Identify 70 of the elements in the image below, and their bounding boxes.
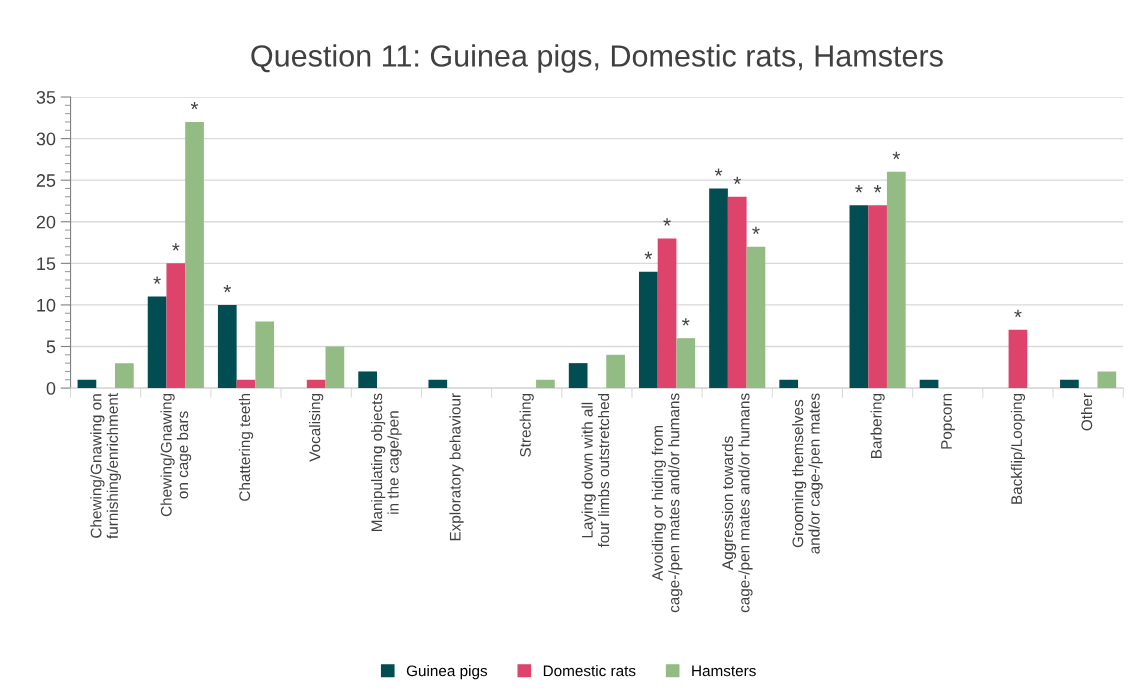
- bar: [217, 304, 237, 389]
- bar: [868, 205, 887, 389]
- x-tick-label: Exploratory behaviour: [449, 393, 464, 541]
- legend-label: Hamsters: [692, 665, 756, 677]
- bar: [1097, 371, 1117, 389]
- y-tick-label: 0: [46, 382, 56, 395]
- bar: [185, 121, 204, 389]
- x-tick-label: Grooming themselves and/or cage-/pen mates: [792, 393, 823, 554]
- bar: [255, 321, 275, 389]
- x-tick-label: Other: [1081, 393, 1093, 431]
- y-tick-label: 25: [36, 174, 56, 187]
- y-tick-label: 5: [46, 340, 56, 354]
- data-label: *: [752, 226, 760, 234]
- x-tick-label: Vocalising: [309, 393, 324, 462]
- bar: [236, 379, 256, 389]
- data-label: *: [644, 251, 653, 259]
- bar: [428, 379, 448, 389]
- bar: [919, 379, 939, 389]
- bar: [1060, 379, 1079, 389]
- data-label: *: [223, 284, 232, 293]
- bar: [779, 379, 799, 389]
- bar: [306, 379, 326, 389]
- data-label: *: [172, 243, 180, 251]
- x-tick-label: Chewing/Gnawing on cage bars: [160, 393, 192, 517]
- bar: [325, 346, 345, 389]
- y-tick-label: 15: [37, 257, 56, 271]
- bar: [358, 371, 377, 389]
- data-label: *: [892, 151, 901, 160]
- x-tick-label: Aggression towards cage-/pen mates and/or humans: [721, 393, 753, 613]
- bar: [676, 338, 696, 389]
- chart-title: Question 11: Guinea pigs, Domestic rats, Hamsters: [251, 44, 943, 73]
- x-tick-label: Streching: [519, 393, 534, 457]
- bar: [709, 188, 728, 389]
- x-tick-label: Popcorn: [941, 393, 955, 449]
- bar: [606, 354, 625, 389]
- x-tick-label: Backflip/Looping: [1010, 393, 1026, 504]
- bar: [1008, 329, 1028, 389]
- y-tick-label: 10: [37, 298, 56, 312]
- bar: [77, 379, 97, 389]
- x-tick-label: Avoiding or hiding from cage-/pen mates and/or humans: [651, 393, 683, 613]
- data-label: *: [682, 318, 690, 326]
- bar: [746, 246, 766, 389]
- legend-label: Guinea pigs: [406, 665, 488, 680]
- data-label: *: [1014, 309, 1022, 318]
- bar: [568, 363, 588, 389]
- data-label: *: [190, 101, 199, 110]
- y-tick-label: 35: [36, 90, 56, 104]
- x-tick-label: Chewing/Gnawing on furnishing/enrichment: [90, 393, 121, 539]
- bar: [886, 171, 906, 389]
- legend-label: Domestic rats: [543, 665, 636, 677]
- y-tick-label: 20: [36, 215, 56, 229]
- bar: [147, 296, 167, 389]
- y-tick-label: 30: [36, 132, 56, 146]
- data-label: *: [733, 176, 741, 185]
- data-label: *: [855, 185, 863, 193]
- bar: [166, 263, 186, 389]
- x-tick-label: Laying down with all four limbs outstretched: [581, 393, 610, 548]
- bar: [727, 196, 747, 389]
- x-tick-label: Chattering teeth: [238, 393, 254, 501]
- x-tick-label: Manipulating objects in the cage/pen: [371, 393, 402, 531]
- data-label: *: [714, 168, 723, 176]
- data-label: *: [663, 218, 671, 226]
- bar: [115, 363, 134, 389]
- data-label: *: [873, 185, 882, 193]
- bar: [849, 205, 869, 389]
- bar: [657, 238, 677, 389]
- bar: [536, 379, 555, 389]
- data-label: *: [153, 276, 161, 284]
- x-tick-label: Barbering: [870, 393, 885, 458]
- bar: [638, 271, 658, 389]
